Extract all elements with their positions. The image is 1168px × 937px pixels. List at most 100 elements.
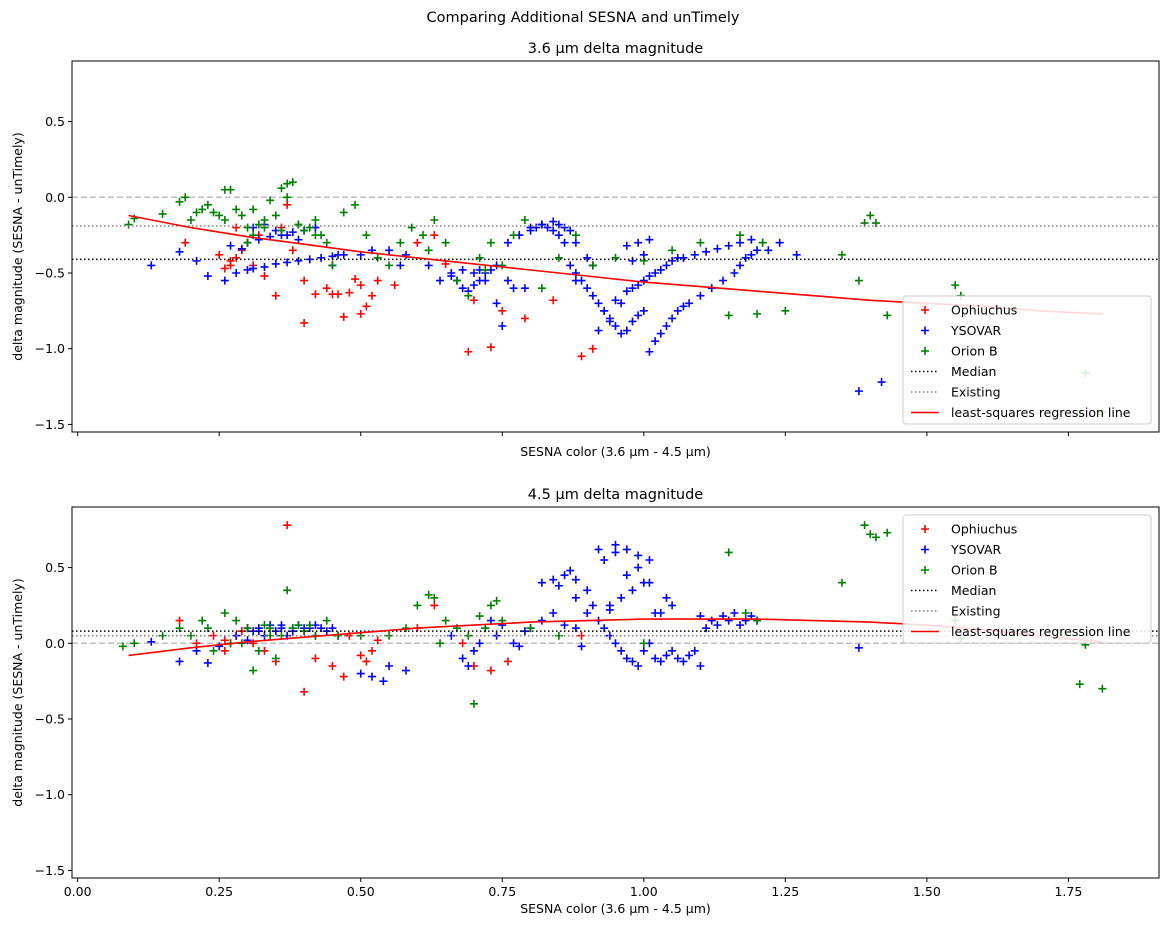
data-point	[226, 256, 235, 265]
data-point	[537, 220, 546, 229]
legend-marker	[921, 347, 929, 355]
data-point	[549, 296, 558, 305]
data-point	[469, 699, 478, 708]
data-point	[515, 642, 524, 651]
data-point	[283, 586, 292, 595]
data-point	[503, 657, 512, 666]
y-tick-label: −0.5	[35, 266, 65, 281]
data-point	[617, 593, 626, 602]
data-point	[481, 265, 490, 274]
data-point	[322, 284, 331, 293]
data-point	[566, 566, 575, 575]
data-point	[509, 231, 518, 240]
data-point	[209, 208, 218, 217]
data-point	[520, 284, 529, 293]
data-point	[577, 352, 586, 361]
data-point	[713, 244, 722, 253]
data-point	[243, 636, 252, 645]
data-point	[203, 658, 212, 667]
data-point	[452, 276, 461, 285]
data-point	[203, 200, 212, 209]
data-point	[696, 291, 705, 300]
data-point	[288, 246, 297, 255]
data-point	[351, 200, 360, 209]
data-point	[458, 265, 467, 274]
chart-title: 3.6 μm delta magnitude	[528, 41, 703, 57]
data-point	[781, 306, 790, 315]
data-point	[220, 264, 229, 273]
data-point	[571, 269, 580, 277]
data-point	[526, 223, 535, 232]
data-point	[232, 616, 241, 625]
data-point	[662, 593, 671, 602]
data-point	[339, 312, 348, 321]
data-point	[577, 642, 586, 651]
data-point	[758, 238, 767, 247]
data-point	[520, 216, 529, 224]
x-tick-label: 0.75	[488, 884, 516, 899]
data-point	[260, 223, 269, 232]
data-point	[707, 616, 716, 625]
data-point	[571, 276, 580, 285]
data-point	[458, 639, 467, 648]
data-point	[628, 284, 637, 293]
data-point	[424, 261, 433, 270]
data-point	[232, 205, 241, 214]
data-point	[232, 223, 241, 232]
data-point	[260, 262, 269, 271]
data-point	[854, 387, 863, 396]
data-point	[294, 220, 303, 229]
data-point	[634, 281, 643, 290]
data-point	[458, 654, 467, 663]
data-point	[356, 669, 365, 678]
data-point	[622, 326, 631, 335]
data-point	[254, 220, 263, 229]
data-point	[639, 646, 648, 655]
data-point	[288, 228, 297, 237]
data-point	[509, 284, 518, 293]
data-point	[634, 563, 643, 572]
data-point	[368, 672, 377, 681]
legend-label: YSOVAR	[950, 323, 1001, 338]
data-point	[175, 624, 184, 633]
data-point	[753, 309, 762, 318]
data-point	[679, 253, 688, 262]
data-point	[339, 208, 348, 217]
data-point	[220, 609, 229, 617]
data-point	[232, 269, 241, 277]
legend-label: Orion B	[951, 344, 998, 359]
data-point	[639, 256, 648, 265]
data-point	[220, 185, 229, 194]
data-point	[215, 642, 224, 651]
legend-label: Existing	[951, 604, 1001, 619]
data-point	[549, 217, 558, 226]
data-point	[611, 296, 620, 305]
data-point	[192, 256, 201, 265]
data-point	[611, 540, 620, 549]
data-point	[441, 616, 450, 625]
data-point	[237, 244, 246, 253]
data-point	[435, 639, 444, 648]
y-tick-label: −1.0	[35, 341, 65, 356]
data-point	[124, 220, 133, 229]
data-point	[362, 302, 371, 311]
data-point	[617, 329, 626, 338]
data-point	[690, 250, 699, 259]
data-point	[385, 261, 394, 270]
data-point	[690, 646, 699, 655]
plot-frame	[71, 60, 1160, 433]
data-point	[271, 291, 280, 300]
data-point	[192, 208, 201, 217]
legend-label: least-squares regression line	[951, 624, 1131, 639]
data-point	[203, 272, 212, 281]
data-point	[175, 247, 184, 256]
data-point	[311, 231, 320, 240]
data-point	[260, 272, 269, 281]
data-point	[271, 654, 280, 663]
data-point	[396, 261, 405, 270]
data-point	[753, 616, 762, 625]
data-point	[617, 299, 626, 308]
data-point	[277, 184, 286, 193]
data-point	[560, 621, 569, 630]
y-tick-label: 0.0	[45, 636, 65, 651]
